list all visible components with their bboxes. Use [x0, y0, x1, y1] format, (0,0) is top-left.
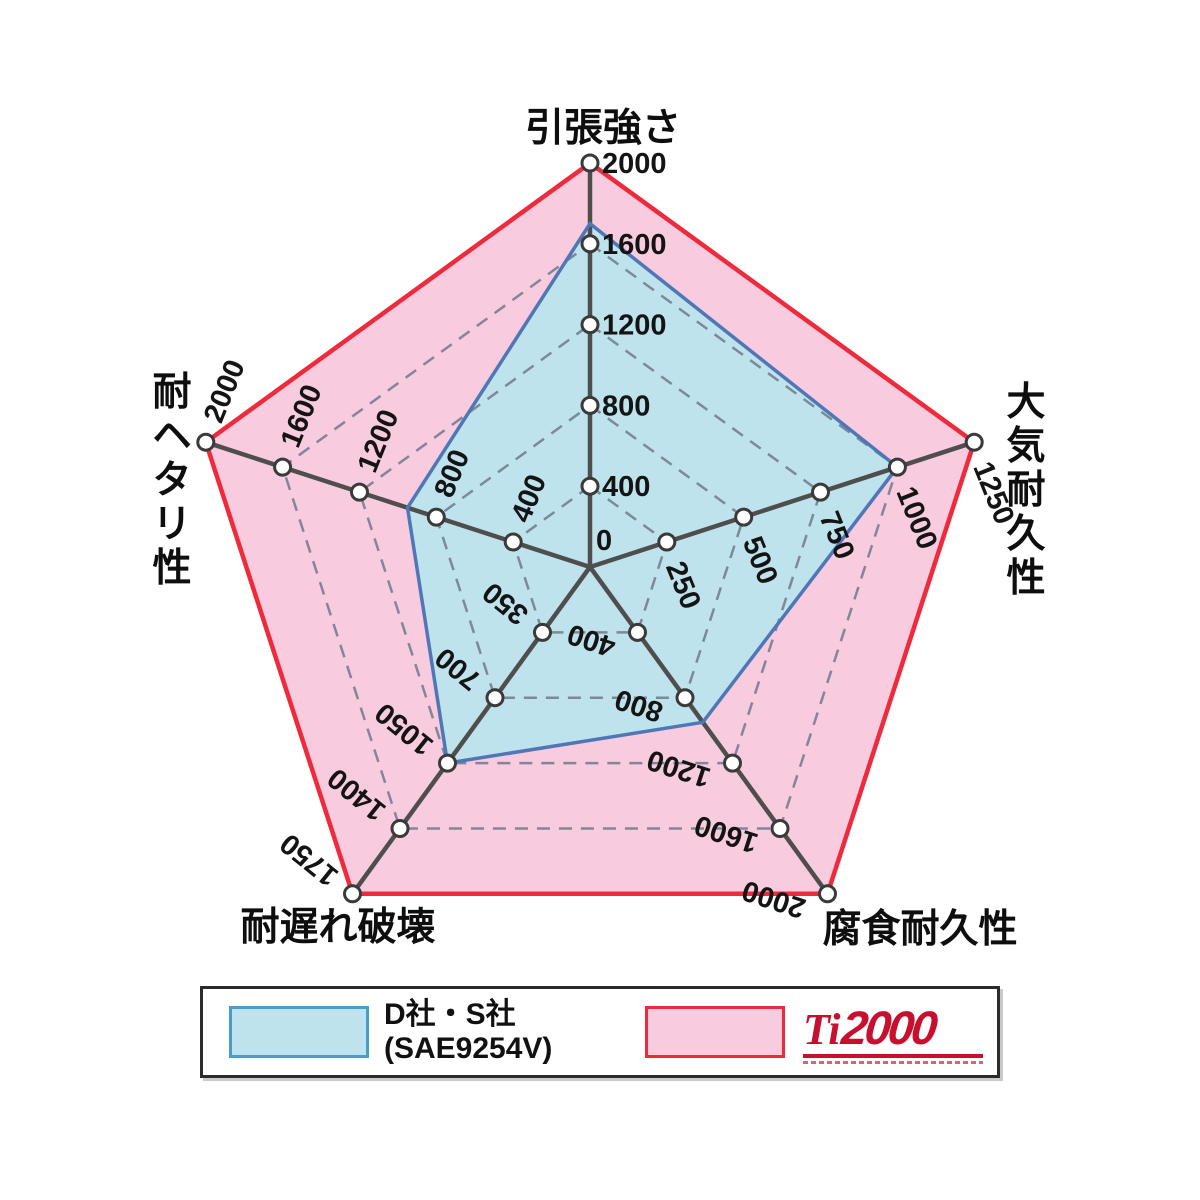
grid-ring: [281, 242, 899, 830]
axis-spoke: [350, 565, 592, 896]
tick-marker: [426, 507, 446, 527]
tick-marker: [675, 688, 695, 708]
legend-swatch-ti2000: [645, 1006, 785, 1058]
tick-label: 800: [602, 390, 650, 422]
tick-marker: [350, 482, 369, 502]
axis-spoke: [589, 440, 975, 570]
ti2000-logo-num: 2000: [839, 1001, 938, 1054]
tick-label: 1600: [602, 229, 667, 261]
tick-marker: [770, 819, 790, 838]
legend-label-line2: (SAE9254V): [384, 1032, 553, 1065]
ti2000-logo: Ti 2000: [803, 1000, 983, 1064]
grid-ring: [434, 403, 746, 699]
tick-marker: [657, 532, 677, 552]
center-label: 0: [596, 525, 612, 557]
tick-marker: [580, 234, 600, 254]
legend-swatch-competitor: [229, 1006, 369, 1058]
tick-marker: [438, 753, 457, 773]
ti2000-logo-ti: Ti: [803, 1005, 841, 1054]
axis-title-0: 引張強さ: [525, 107, 681, 150]
axis-title-1: 大気耐久性: [1006, 381, 1045, 600]
tick-marker: [343, 884, 362, 904]
series-outline-0: [203, 160, 977, 897]
grid-ring: [358, 323, 822, 765]
tick-marker: [580, 153, 600, 173]
tick-marker: [811, 482, 830, 502]
legend-item-ti2000: Ti 2000: [645, 1000, 983, 1064]
ti2000-logo-text: Ti 2000: [803, 1000, 983, 1055]
axis-spoke: [205, 440, 591, 570]
legend-label-line1: D社・S社: [384, 998, 516, 1032]
ti2000-tagline-line: [803, 1061, 983, 1064]
ti2000-logo-underline: [803, 1054, 983, 1058]
tick-marker: [196, 432, 216, 452]
tick-marker: [887, 457, 907, 477]
axis-title-4: 耐ヘタリ性: [152, 371, 191, 590]
tick-marker: [734, 507, 754, 527]
tick-label: 400: [602, 471, 650, 503]
tick-marker: [580, 315, 600, 335]
legend: D社・S社 (SAE9254V) Ti 2000: [200, 986, 1000, 1078]
tick-marker: [533, 622, 552, 642]
tick-marker: [273, 457, 293, 477]
tick-marker: [964, 432, 984, 452]
tick-marker: [580, 476, 600, 496]
tick-marker: [580, 395, 600, 415]
legend-item-competitor: D社・S社 (SAE9254V): [229, 998, 552, 1065]
tick-marker: [503, 532, 523, 552]
tick-label: 2000: [602, 148, 667, 180]
tick-marker: [390, 819, 410, 838]
axis-title-2: 腐食耐久性: [822, 908, 1017, 951]
tick-label: 1200: [602, 310, 667, 342]
tick-marker: [818, 884, 837, 904]
tick-marker: [628, 622, 647, 642]
series-outline-1: [405, 221, 900, 766]
axis-title-3: 耐遅れ破壊: [240, 906, 435, 949]
tick-marker: [723, 753, 742, 773]
legend-label-competitor: D社・S社 (SAE9254V): [384, 998, 552, 1065]
axis-spoke: [588, 565, 830, 896]
series-fill-1: [407, 223, 898, 764]
tick-marker: [485, 688, 505, 708]
